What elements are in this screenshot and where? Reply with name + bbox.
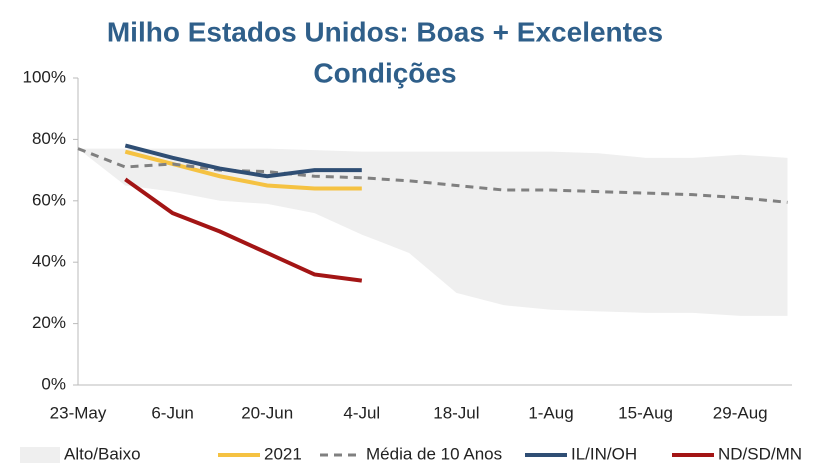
legend-label: Alto/Baixo [64,444,141,463]
x-tick-label: 18-Jul [433,403,479,422]
chart-title: Condições [313,57,456,88]
range-band [78,148,788,316]
x-tick-label: 1-Aug [528,403,573,422]
y-tick-label: 20% [32,313,66,332]
x-tick-label: 20-Jun [241,403,293,422]
y-tick-label: 40% [32,252,66,271]
x-tick-label: 29-Aug [713,403,768,422]
series-line [124,149,362,191]
series-line [124,177,363,283]
y-tick-label: 60% [32,190,66,209]
legend-label: ND/SD/MN [718,444,802,463]
legend-label: Média de 10 Anos [366,444,502,463]
y-tick-label: 80% [32,129,66,148]
x-tick-label: 23-May [50,403,107,422]
x-tick-label: 4-Jul [343,403,380,422]
x-tick-label: 15-Aug [618,403,673,422]
x-tick-label: 6-Jun [151,403,194,422]
chart-title: Milho Estados Unidos: Boas + Excelentes [107,16,663,47]
legend-swatch [20,447,60,463]
legend-label: 2021 [264,444,302,463]
series-line [124,143,362,179]
legend-label: IL/IN/OH [571,444,637,463]
y-tick-label: 100% [23,67,66,86]
y-tick-label: 0% [41,374,66,393]
